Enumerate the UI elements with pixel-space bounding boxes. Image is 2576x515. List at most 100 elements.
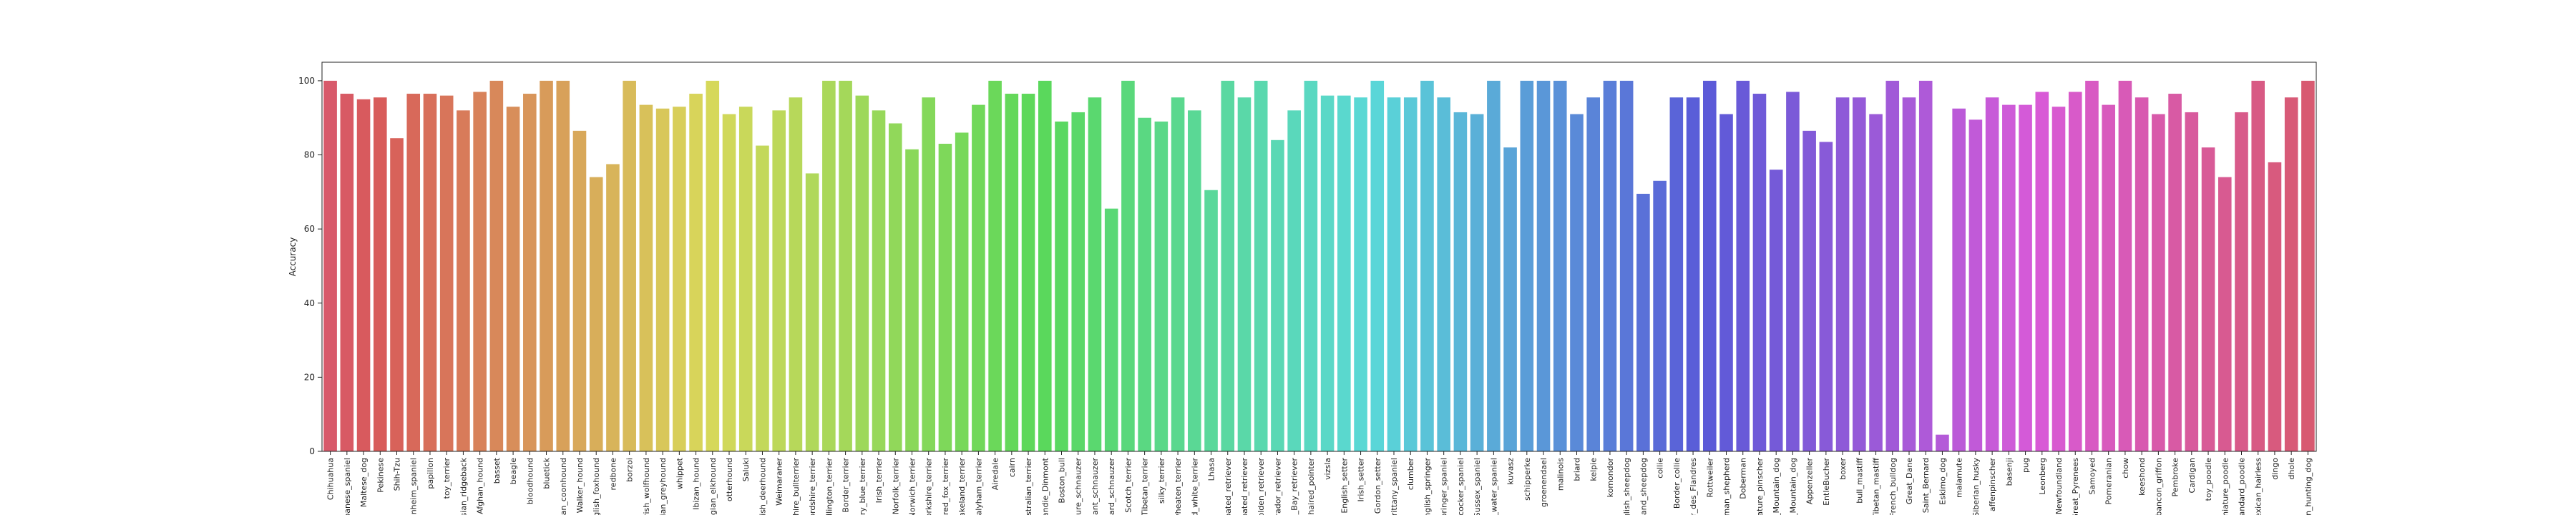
x-tick-label: s_Mountain_dog [1772, 458, 1781, 515]
x-tick-label: ustralian_terrier [1024, 458, 1033, 515]
x-tick-label: apanese_spaniel [343, 458, 352, 515]
bar [1752, 94, 1767, 452]
x-tick-label: basset [492, 457, 502, 484]
x-tick-label: Yorkshire_terrier [924, 458, 934, 515]
bar [2218, 177, 2232, 451]
bar [722, 114, 736, 452]
x-tick-label: komondor [1606, 458, 1615, 498]
bar [1853, 97, 1866, 451]
bar [2268, 162, 2282, 451]
bar [1902, 97, 1916, 451]
x-tick-label: dhole [2287, 458, 2296, 480]
bar [589, 177, 603, 451]
bar [1403, 97, 1418, 451]
bar [373, 97, 387, 451]
bar [1520, 80, 1534, 451]
x-tick-label: wheaten_terrier [1174, 458, 1183, 515]
x-tick-label: coated_retriever [1240, 458, 1249, 515]
bar [1088, 97, 1102, 451]
x-tick-label: schipperke [1523, 458, 1532, 501]
x-tick-label: papillon [426, 458, 435, 489]
bar [1885, 80, 1900, 451]
bar [2201, 147, 2215, 451]
bar [706, 80, 720, 451]
bar [1736, 80, 1750, 451]
x-tick-label: Dandie_Dinmont [1040, 457, 1050, 515]
x-tick-label: Weimaraner [775, 458, 784, 506]
x-tick-label: Cardigan [2187, 458, 2197, 494]
x-tick-label: clumber [1406, 458, 1415, 491]
x-tick-label: er_des_Flandres [1689, 458, 1698, 515]
bar [1188, 110, 1201, 451]
x-tick-label: English_setter [1340, 458, 1349, 514]
x-tick-label: Pembroke [2171, 458, 2180, 497]
x-tick-label: beagle [509, 458, 518, 485]
x-tick-label: nd_white_terrier [1190, 458, 1199, 515]
bar [1968, 119, 1983, 452]
bar [1121, 80, 1135, 451]
x-tick-label: boxer [1838, 458, 1848, 480]
x-tick-label: Appenzeller [1805, 458, 1815, 505]
x-tick-label: Siberian_husky [1971, 458, 1981, 515]
bar [423, 94, 437, 452]
x-tick-label: silky_terrier [1157, 458, 1166, 504]
bar [1653, 180, 1667, 452]
bar [2235, 112, 2248, 451]
bar [1071, 112, 1085, 451]
x-tick-label: chow [2121, 458, 2130, 479]
bar [356, 99, 371, 452]
bar [1586, 97, 1601, 451]
bar [390, 138, 404, 451]
x-tick-label: Lakeland_terrier [957, 458, 967, 515]
x-tick-label: groenendael [1539, 458, 1548, 507]
x-tick-label: bloodhound [525, 458, 535, 504]
x-tick-label: Saluki [741, 458, 751, 481]
bar [606, 164, 620, 451]
bar [439, 95, 454, 451]
bar [406, 94, 421, 452]
x-tick-label: coated_retriever [1224, 458, 1233, 515]
bar [1221, 80, 1235, 451]
x-tick-label: Doberman [1739, 458, 1748, 499]
bar [523, 94, 537, 452]
bar [839, 80, 852, 451]
bar [1354, 97, 1367, 451]
x-tick-label: bull_mastiff [1855, 458, 1864, 504]
x-tick-label: affenpinscher [1988, 458, 1997, 512]
bar [1869, 114, 1883, 452]
x-tick-label: ealyham_terrier [974, 458, 983, 515]
x-tick-label: Irish_terrier [874, 458, 884, 504]
bar [1952, 108, 1966, 451]
bar [1304, 80, 1318, 451]
x-tick-label: bluetick [542, 457, 552, 489]
bar [1769, 170, 1783, 451]
x-tick-label: otterhound [725, 458, 734, 501]
bar [623, 80, 636, 451]
x-tick-label: egian_elkhound [708, 458, 718, 515]
bar [938, 143, 952, 451]
x-tick-label: Great_Dane [1905, 458, 1914, 504]
bar [1819, 142, 1833, 451]
y-tick-label: 0 [309, 446, 315, 456]
x-tick-label: Irish_setter [1357, 458, 1366, 502]
x-tick-label: collie [1656, 458, 1665, 479]
bar [905, 149, 919, 451]
x-tick-label: Maltese_dog [359, 458, 369, 507]
x-tick-label: -tan_coonhound [559, 458, 568, 515]
bar [506, 107, 520, 451]
x-tick-label: golden_retriever [1257, 458, 1266, 515]
bar [1786, 92, 1800, 451]
y-tick-label: 40 [304, 298, 315, 308]
bar [872, 110, 886, 451]
bar [805, 173, 819, 451]
bar [988, 80, 1002, 451]
bar [1918, 80, 1933, 451]
bar [1254, 80, 1268, 451]
x-tick-label: Gordon_setter [1373, 458, 1382, 514]
x-tick-label: standard_poodle [2237, 458, 2246, 515]
x-tick-label: English_springer [1423, 458, 1432, 515]
x-tick-label: e_Mountain_dog [1788, 458, 1797, 515]
bar [2168, 94, 2182, 452]
bar [1619, 80, 1634, 451]
